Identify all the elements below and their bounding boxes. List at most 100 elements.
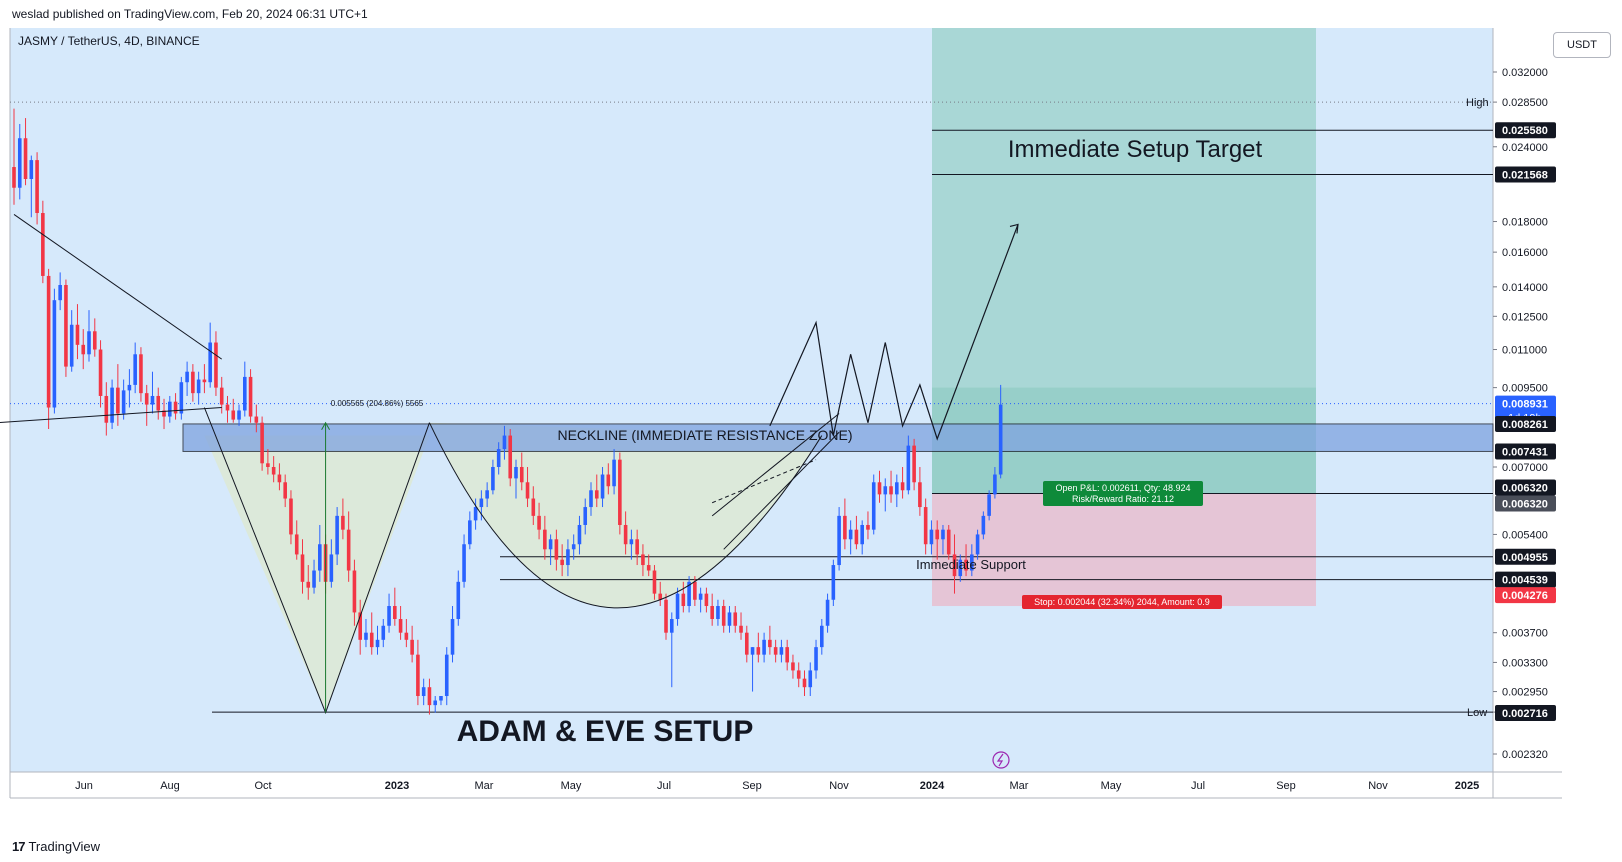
candle [485, 482, 489, 508]
pnl-label: Open P&L: 0.002611, Qty: 48.924 [1056, 483, 1191, 493]
candle-body [208, 342, 212, 383]
candle [837, 507, 841, 571]
candle-body [727, 612, 732, 626]
candle [237, 404, 241, 426]
candle [675, 587, 680, 626]
candle-body [237, 410, 241, 420]
candle-body [935, 529, 939, 540]
candle [496, 442, 501, 475]
candle-body [468, 520, 472, 545]
candle [214, 331, 218, 396]
candle [473, 498, 478, 530]
candle [831, 559, 836, 607]
candle [583, 498, 588, 535]
candle [92, 318, 97, 357]
candle-body [548, 539, 553, 550]
candle-body [364, 632, 368, 640]
candle-body [450, 619, 455, 655]
candle [554, 529, 559, 571]
candle-body [416, 654, 420, 697]
candle-body [271, 466, 276, 475]
candle-body [531, 498, 536, 516]
candle [69, 310, 74, 372]
candle [462, 534, 466, 588]
candle [52, 288, 57, 414]
candle [139, 347, 143, 402]
candle-body [254, 416, 259, 423]
candle [491, 459, 495, 495]
candle-body [266, 463, 270, 467]
candle [87, 310, 91, 362]
wedge-lower-line [723, 431, 840, 550]
candle-body [225, 404, 230, 411]
x-tick-label: Jul [657, 780, 671, 792]
candle-body [929, 529, 934, 545]
x-tick-label: May [561, 780, 582, 792]
candle [416, 639, 420, 706]
candle-body [231, 410, 236, 420]
candle [312, 559, 316, 594]
candle [687, 576, 691, 613]
candle [744, 625, 749, 663]
y-tick-label: 0.012500 [1502, 311, 1548, 323]
candle-body [837, 515, 841, 566]
candle-body [491, 466, 495, 491]
candle [369, 612, 374, 655]
candle-body [883, 486, 888, 495]
candle-body [421, 687, 426, 697]
x-tick-label: Sep [1276, 780, 1296, 792]
candle [531, 486, 536, 525]
candle-body [889, 486, 893, 495]
candle [58, 272, 62, 311]
candle [681, 581, 686, 613]
candle-body [571, 544, 576, 550]
y-tick-label: 0.007000 [1502, 462, 1548, 474]
candle [987, 490, 991, 521]
candle-body [912, 445, 916, 483]
candle [906, 435, 911, 495]
candle-body [167, 401, 172, 417]
currency-selector[interactable]: USDT [1553, 32, 1611, 58]
candle [300, 539, 305, 594]
neckline-zone [182, 423, 1494, 452]
y-tick-label: 0.018000 [1502, 217, 1548, 229]
candle [393, 587, 397, 626]
candle-body [12, 167, 16, 188]
candle [952, 534, 957, 594]
x-tick-label: 2023 [385, 780, 409, 792]
candle [35, 152, 39, 225]
candle-body [133, 354, 137, 385]
y-tick-label: 0.009500 [1502, 383, 1548, 395]
candle [243, 361, 247, 417]
neckline-label: NECKLINE (IMMEDIATE RESISTANCE ZONE) [557, 427, 852, 443]
candle-body [462, 544, 466, 582]
candle [618, 452, 622, 535]
x-tick-label: Jul [1191, 780, 1205, 792]
candle-body [975, 534, 980, 555]
candle [514, 459, 518, 499]
candle-body [993, 474, 997, 495]
candle [739, 612, 743, 640]
lightning-icon[interactable] [992, 751, 1010, 769]
candle [81, 329, 86, 370]
candle-body [139, 354, 143, 394]
candle-body [675, 593, 680, 620]
candle-body [606, 474, 611, 487]
candle [548, 534, 553, 566]
candle-body [300, 554, 305, 582]
candle [196, 371, 201, 405]
wedge-upper-line [711, 413, 840, 517]
candle [121, 379, 126, 420]
candle-body [814, 647, 818, 671]
candle-body [895, 482, 899, 495]
price-label-box [1495, 166, 1556, 183]
candle-body [41, 213, 45, 276]
candle-body [739, 625, 743, 633]
candle-body [456, 581, 461, 620]
candle [808, 662, 813, 697]
tradingview-logo[interactable]: 17 TradingView [12, 839, 100, 854]
candle-body [669, 619, 674, 633]
candle-body [543, 529, 547, 550]
candle [23, 118, 28, 186]
